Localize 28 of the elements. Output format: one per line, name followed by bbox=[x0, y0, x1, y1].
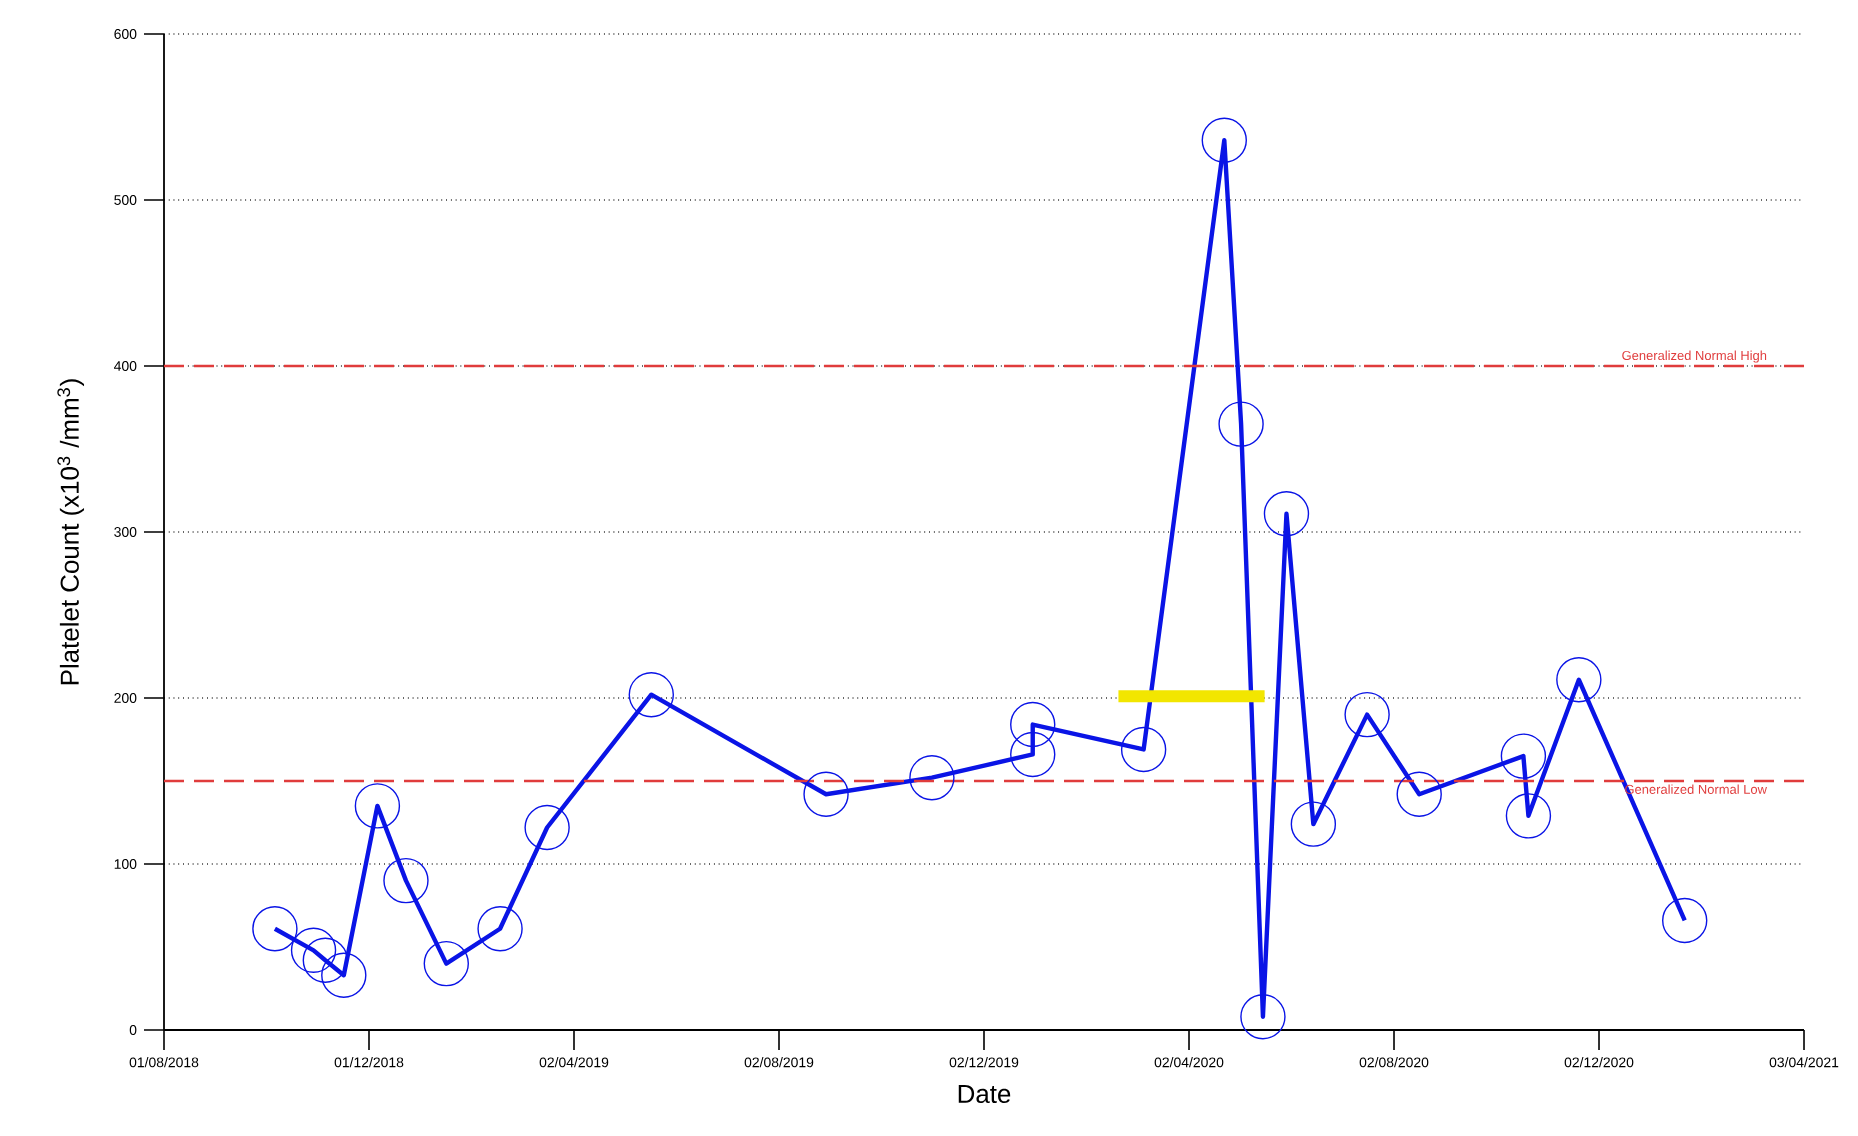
point bbox=[1010, 701, 1056, 748]
point bbox=[628, 671, 674, 718]
point bbox=[1218, 401, 1264, 447]
x-axis-title: Date bbox=[958, 1084, 1011, 1104]
point bbox=[252, 906, 298, 952]
point bbox=[1010, 731, 1056, 778]
point bbox=[1505, 793, 1552, 839]
point bbox=[1290, 801, 1337, 847]
point bbox=[321, 952, 367, 998]
point bbox=[290, 927, 337, 974]
point bbox=[1120, 726, 1167, 773]
point bbox=[1500, 733, 1547, 779]
point bbox=[1201, 117, 1247, 163]
point bbox=[383, 857, 429, 904]
point bbox=[477, 906, 523, 952]
point bbox=[423, 940, 469, 987]
point bbox=[1396, 771, 1442, 817]
point bbox=[354, 783, 401, 829]
y-axis-title: Platelet Count (x10$^{3}$ /mm$^{3}$) bbox=[57, 379, 85, 685]
point bbox=[909, 754, 955, 801]
point bbox=[524, 804, 570, 851]
point bbox=[1240, 994, 1286, 1040]
point bbox=[302, 937, 349, 983]
point bbox=[1662, 897, 1708, 944]
point bbox=[1263, 491, 1310, 537]
point bbox=[803, 771, 849, 817]
point bbox=[1344, 691, 1390, 738]
point bbox=[1556, 657, 1602, 703]
